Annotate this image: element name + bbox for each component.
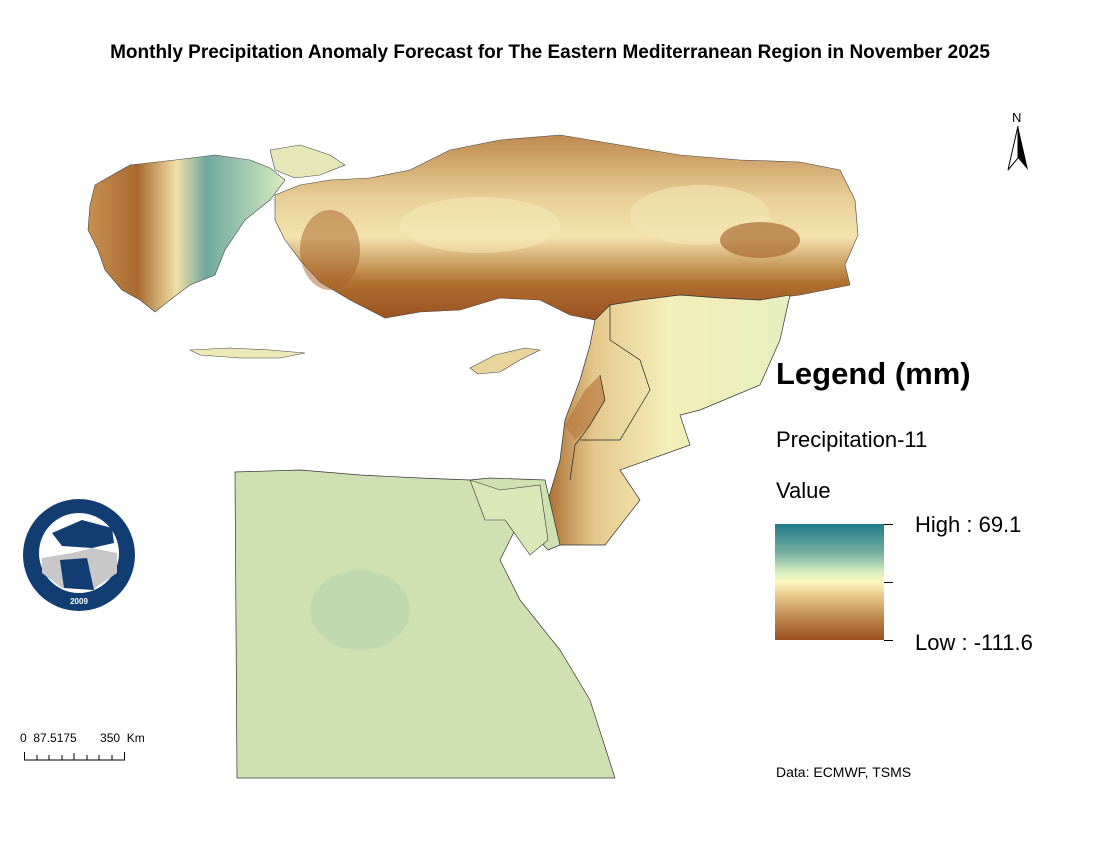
region-thrace	[269, 144, 346, 179]
legend-layer-name: Precipitation-11	[776, 427, 928, 452]
north-label: N	[1012, 110, 1022, 125]
north-arrow-icon	[1004, 110, 1032, 174]
region-egypt	[234, 469, 616, 779]
legend-high-label: High : 69.1	[915, 512, 1022, 537]
map-title: Monthly Precipitation Anomaly Forecast f…	[110, 42, 990, 63]
scale-bar-label: 0 87.5175 350 Km	[20, 731, 145, 745]
svg-text:2009: 2009	[70, 597, 88, 606]
region-levant	[544, 294, 791, 546]
data-source: Data: ECMWF, TSMS	[776, 764, 912, 780]
emcc-logo: 2009	[22, 498, 136, 612]
legend-color-ramp	[775, 524, 884, 640]
legend-tick	[884, 582, 893, 583]
region-crete	[188, 347, 306, 359]
region-cyprus	[469, 347, 542, 375]
legend-title: Legend (mm)	[776, 356, 971, 391]
scale-bar	[24, 752, 125, 761]
legend-tick	[884, 640, 893, 641]
region-greece	[87, 154, 286, 313]
legend-field-name: Value	[776, 478, 831, 503]
legend-tick	[884, 524, 893, 525]
legend-low-label: Low : -111.6	[915, 630, 1033, 655]
